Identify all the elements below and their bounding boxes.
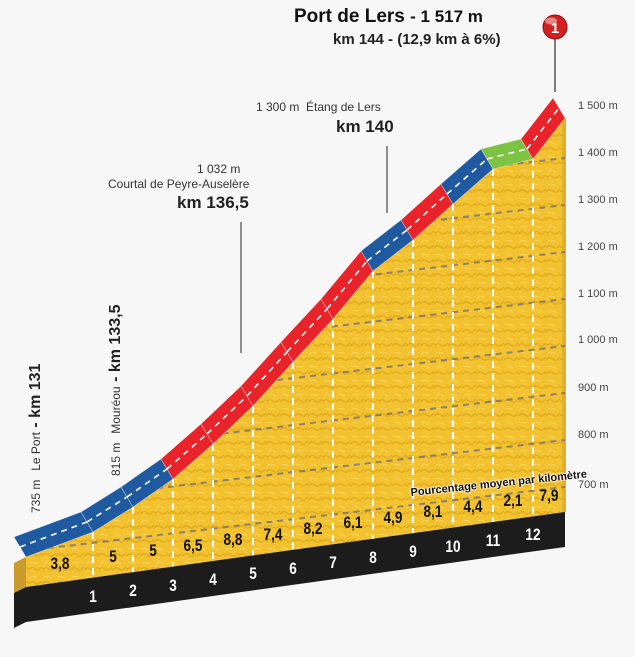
km-marker-label: 8 [369, 547, 377, 567]
waypoint-etang-alt-name: 1 300 m Étang de Lers [256, 100, 381, 114]
km-marker-label: 6 [289, 558, 297, 578]
gradient-label: 6,5 [183, 535, 203, 555]
waypoint-name: Étang de Lers [306, 100, 381, 114]
summit-title: Port de Lers - 1 517 m [294, 6, 483, 28]
gradient-label: 6,1 [343, 513, 363, 533]
y-tick-900: 900 m [578, 382, 609, 394]
waypoint-km: - km 131 [27, 363, 44, 428]
waypoint-etang-km: km 140 [336, 117, 394, 136]
y-tick-700: 700 m [578, 479, 609, 491]
summit-detail: km 144 - (12,9 km à 6%) [333, 31, 501, 48]
km-marker-label: 11 [485, 531, 501, 551]
waypoint-altitude: 735 m [29, 479, 43, 513]
km-marker-label: 4 [209, 569, 217, 589]
y-tick-800: 800 m [578, 429, 609, 441]
y-tick-1200: 1 200 m [578, 241, 618, 253]
terrain-face [26, 118, 565, 587]
svg-text:1: 1 [551, 20, 559, 37]
y-tick-1000: 1 000 m [578, 334, 618, 346]
km-marker-label: 7 [329, 553, 337, 573]
y-tick-1500: 1 500 m [578, 100, 618, 112]
km-marker-label: 3 [169, 575, 177, 595]
gradient-label: 7,4 [263, 524, 283, 544]
gradient-label: 7,9 [539, 486, 559, 506]
km-base-band [14, 512, 565, 628]
waypoint-altitude: 815 m [109, 442, 123, 476]
summit-marker-icon [542, 14, 568, 40]
y-tick-1400: 1 400 m [578, 147, 618, 159]
km-marker-label: 9 [409, 542, 417, 562]
waypoint-courtal-name: Courtal de Peyre-Auselère [108, 177, 250, 191]
gradient-label: 8,8 [223, 530, 243, 550]
km-marker-label: 1 [89, 586, 97, 606]
km-marker-label: 2 [129, 581, 137, 601]
gradient-label: 3,8 [50, 554, 69, 574]
waypoint-name: Le Port [29, 432, 43, 471]
waypoint-altitude: 1 300 m [256, 100, 300, 114]
km-marker-label: 12 [525, 525, 541, 545]
waypoint-courtal-altitude: 1 032 m [197, 162, 241, 176]
km-marker-label: 10 [445, 536, 461, 556]
waypoint-courtal-km: km 136,5 [177, 193, 249, 212]
y-tick-1300: 1 300 m [578, 194, 618, 206]
terrain-side [14, 557, 26, 593]
waypoint-moureou: 815 m Mouréou - km 133,5 [107, 305, 125, 476]
waypoint-le-port: 735 m Le Port - km 131 [27, 364, 45, 513]
waypoint-name: Mouréou [109, 386, 123, 434]
gradient-label: 4,4 [463, 496, 483, 516]
y-tick-1100: 1 100 m [578, 288, 618, 300]
summit-name: Port de Lers [294, 6, 405, 27]
summit-altitude: - 1 517 m [410, 7, 483, 26]
gradient-label: 8,2 [303, 519, 323, 539]
gradient-label: 4,9 [383, 507, 403, 527]
km-marker-label: 5 [249, 564, 257, 584]
gradient-label: 5 [109, 546, 117, 566]
gradient-label: 5 [149, 541, 157, 561]
gradient-label: 8,1 [423, 502, 443, 522]
gradient-label: 2,1 [503, 491, 523, 511]
waypoint-km: - km 133,5 [107, 304, 124, 382]
